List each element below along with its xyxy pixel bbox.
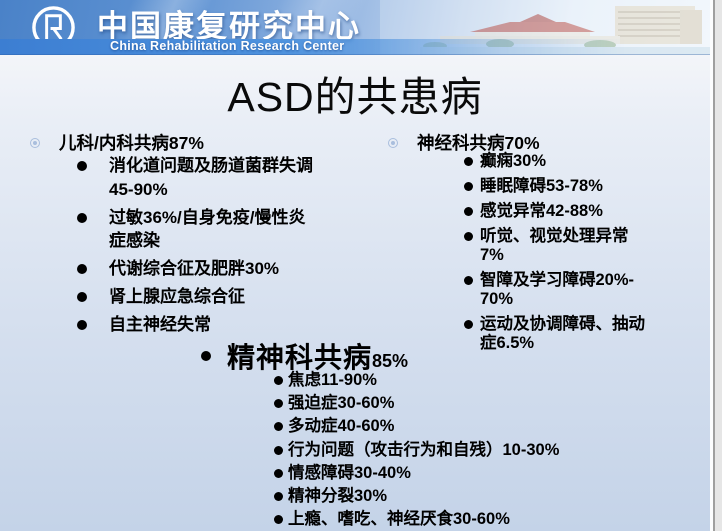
section-heading-label: 神经科共病70%	[417, 133, 540, 153]
slide-body-background	[0, 55, 710, 531]
list-item: 情感障碍30-40%	[273, 464, 693, 483]
list-item: 听觉、视觉处理异常 7%	[463, 227, 695, 265]
slide-border-highlight	[710, 0, 713, 531]
list-item: 睡眠障碍53-78%	[463, 177, 695, 196]
section-heading-percentage: 85%	[372, 351, 409, 371]
pediatric-item-list: 消化道问题及肠道菌群失调 45-90% 过敏36%/自身免疫/慢性炎 症感染 代…	[76, 154, 328, 341]
header-banner: 中国康复研究中心 China Rehabilitation Research C…	[0, 0, 710, 55]
list-item: 精神分裂30%	[273, 487, 693, 506]
list-item: 感觉异常42-88%	[463, 202, 695, 221]
section-heading-label: 儿科/内科共病87%	[59, 133, 204, 153]
section-heading-label: 精神科共病	[227, 342, 373, 373]
slide-border-line	[713, 0, 715, 531]
list-item: 行为问题（攻击行为和自残）10-30%	[273, 441, 693, 460]
list-item: 过敏36%/自身免疫/慢性炎 症感染	[76, 206, 328, 253]
circle-dot-bullet-icon	[30, 138, 40, 148]
section-heading-pediatric: 儿科/内科共病87%	[30, 131, 204, 155]
list-item: 肾上腺应急综合征	[76, 285, 328, 309]
list-item: 消化道问题及肠道菌群失调 45-90%	[76, 154, 328, 201]
page-title: ASD的共患病	[227, 74, 483, 120]
list-item: 运动及协调障碍、抽动 症6.5%	[463, 315, 695, 353]
circle-dot-bullet-icon	[388, 138, 398, 148]
list-item: 代谢综合征及肥胖30%	[76, 257, 328, 281]
canvas-edge	[715, 0, 722, 531]
section-heading-psychiatric: 精神科共病 85%	[201, 336, 408, 376]
org-name-english: China Rehabilitation Research Center	[0, 39, 710, 55]
list-item: 强迫症30-60%	[273, 394, 693, 413]
list-item: 自主神经失常	[76, 313, 328, 337]
list-item: 上瘾、嗜吃、神经厌食30-60%	[273, 510, 693, 529]
list-item: 智障及学习障碍20%- 70%	[463, 271, 695, 309]
list-item: 癫痫30%	[463, 152, 695, 171]
section-heading-neurology: 神经科共病70%	[388, 131, 540, 155]
psychiatric-item-list: 焦虑11-90% 强迫症30-60% 多动症40-60% 行为问题（攻击行为和自…	[273, 371, 693, 531]
list-item: 多动症40-60%	[273, 417, 693, 436]
list-item: 焦虑11-90%	[273, 371, 693, 390]
neurology-item-list: 癫痫30% 睡眠障碍53-78% 感觉异常42-88% 听觉、视觉处理异常 7%…	[463, 152, 695, 359]
round-bullet-icon	[201, 351, 211, 361]
